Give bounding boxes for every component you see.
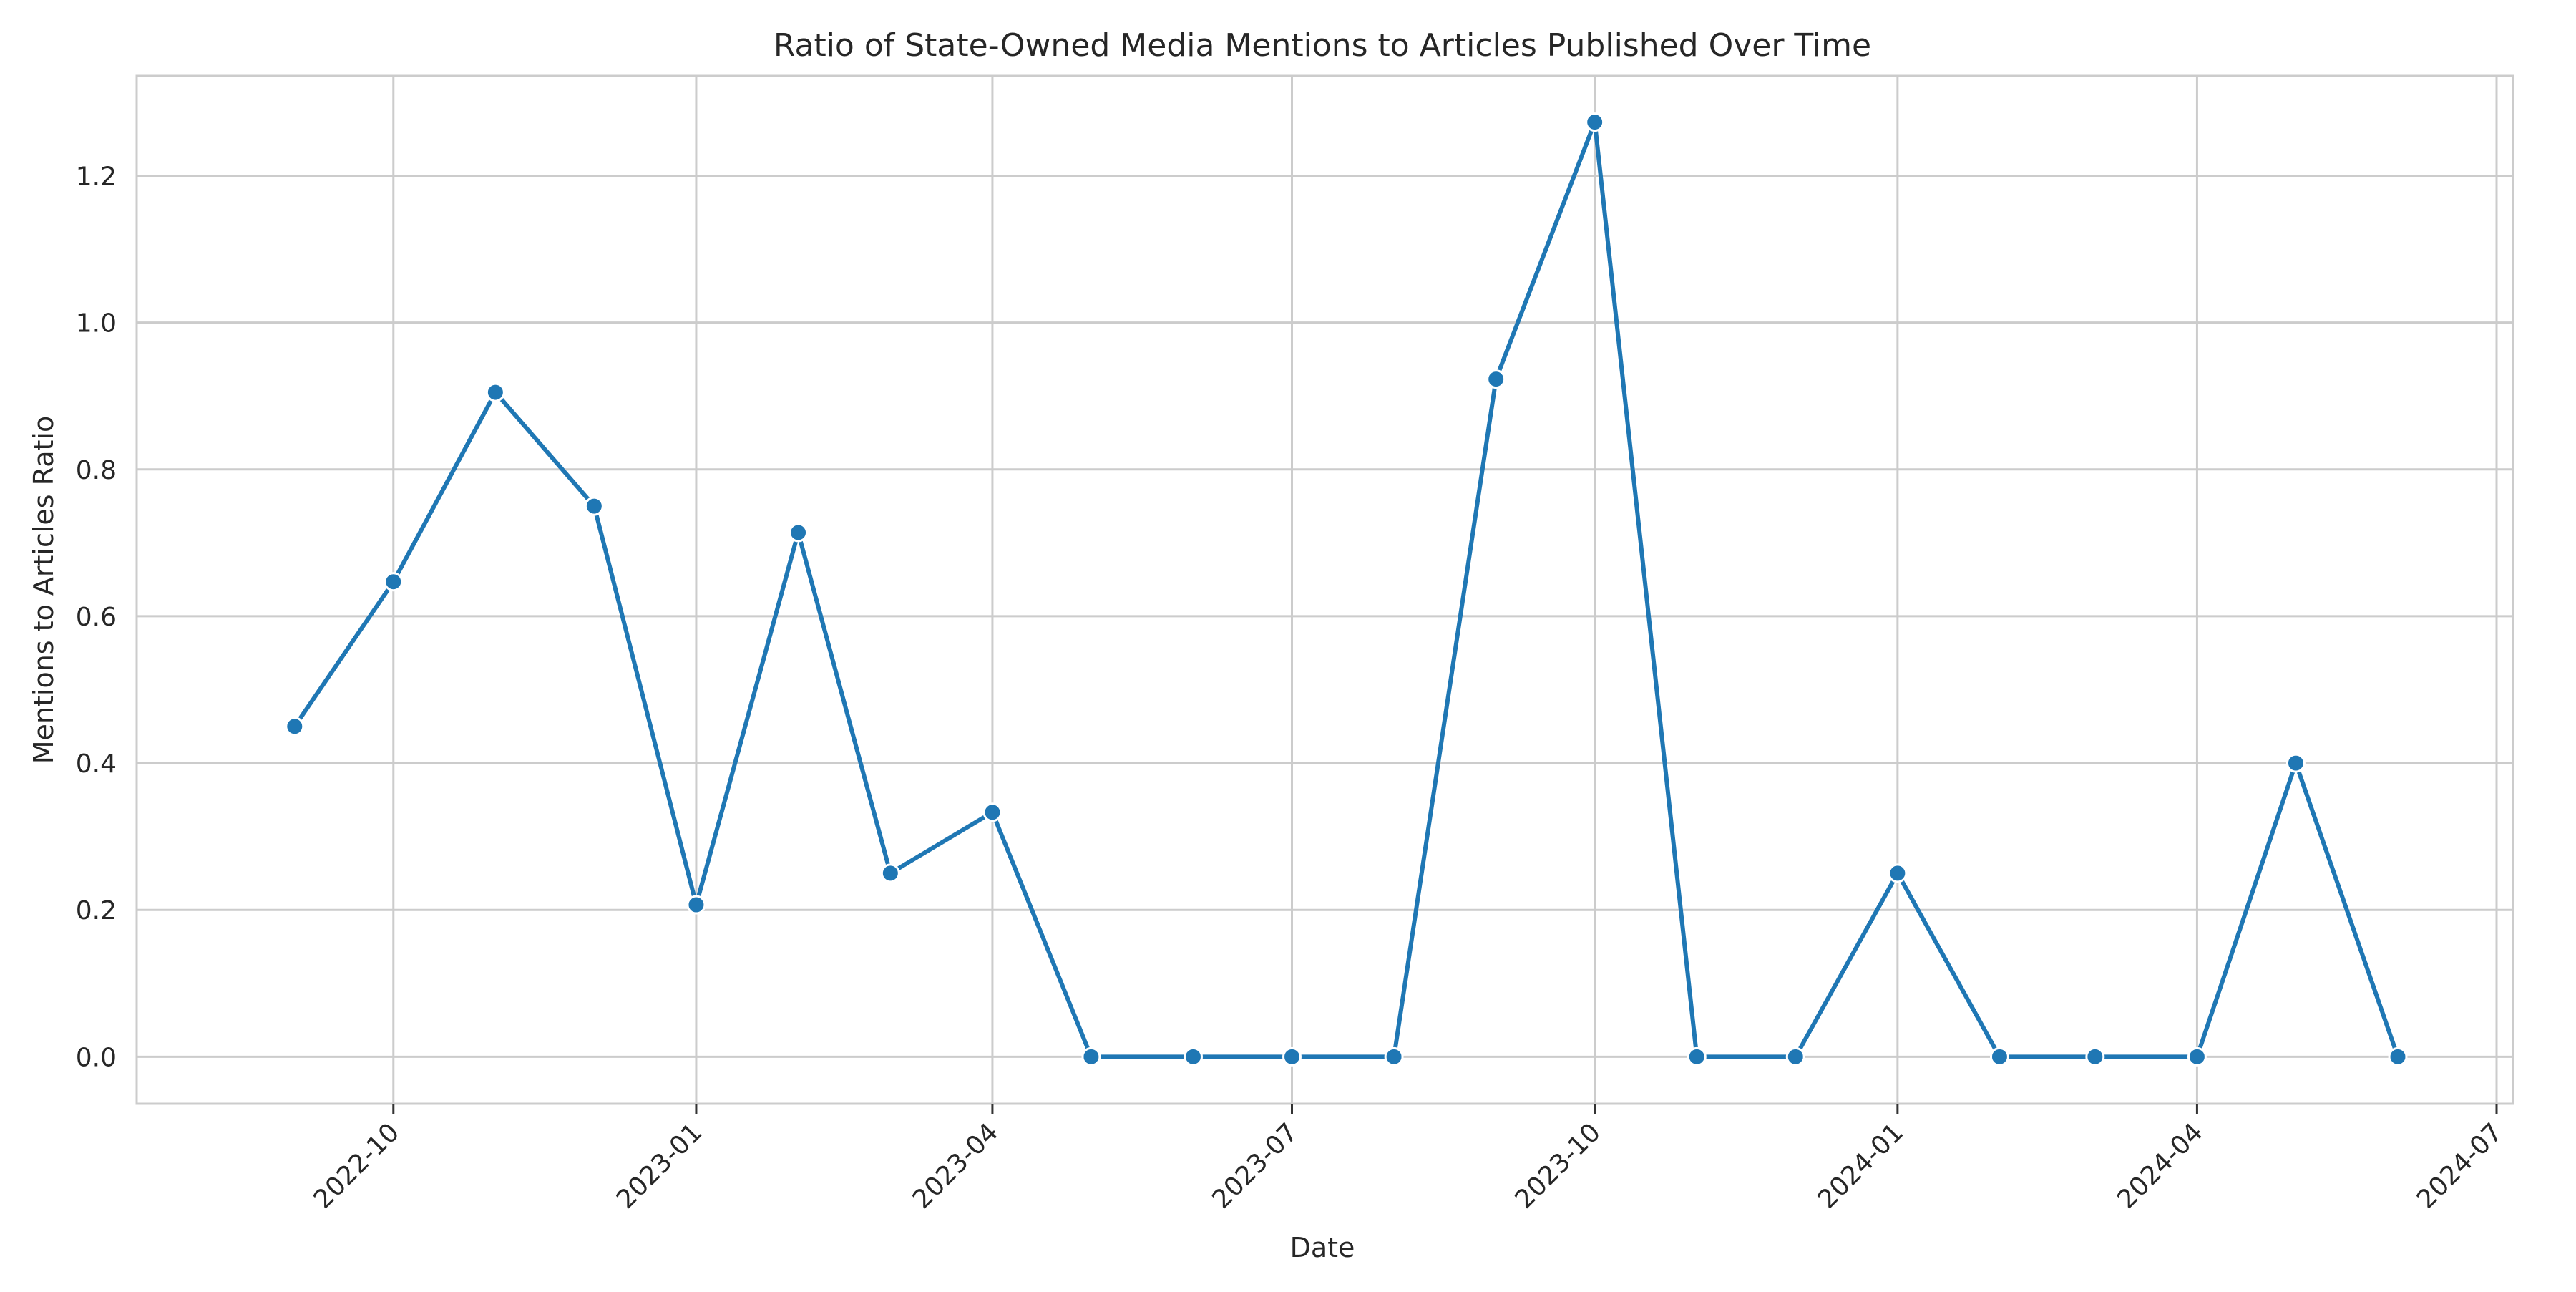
data-point [584, 496, 604, 516]
data-point [1384, 1046, 1404, 1067]
series-line [293, 120, 2400, 1059]
data-point [285, 717, 305, 737]
data-point [384, 572, 404, 592]
y-tick-label: 0.2 [76, 896, 117, 926]
data-point [686, 895, 706, 915]
y-tick-label: 0.0 [76, 1043, 117, 1072]
data-point [1585, 112, 1605, 132]
data-point [1785, 1046, 1805, 1067]
series-points-layer [285, 112, 2408, 1067]
y-axis-label: Mentions to Articles Ratio [28, 416, 59, 764]
plot-frame [135, 74, 2514, 1105]
data-point [789, 523, 809, 543]
y-axis-ticks: 0.0 0.2 0.4 0.6 0.8 1.0 1.2 [76, 162, 117, 1072]
y-tick-label: 0.4 [76, 749, 117, 779]
data-point [1888, 863, 1908, 883]
data-point [1184, 1046, 1204, 1067]
data-point [2388, 1046, 2408, 1067]
data-point [1081, 1046, 1101, 1067]
data-point [485, 382, 505, 402]
data-point [1282, 1046, 1302, 1067]
data-point [1687, 1046, 1707, 1067]
y-tick-label: 0.8 [76, 456, 117, 485]
data-point [2085, 1046, 2105, 1067]
x-axis-label: Date [1290, 1232, 1355, 1263]
data-point [880, 863, 900, 883]
data-point [1989, 1046, 2009, 1067]
data-point [2285, 753, 2306, 773]
grid [137, 76, 2513, 1104]
y-tick-label: 1.2 [76, 162, 117, 191]
data-point [982, 802, 1002, 822]
chart-title: Ratio of State-Owned Media Mentions to A… [774, 27, 1871, 64]
series-line-layer [293, 120, 2400, 1059]
data-point [1486, 369, 1506, 389]
y-tick-label: 0.6 [76, 603, 117, 632]
y-tick-label: 1.0 [76, 309, 117, 339]
data-point [2187, 1046, 2207, 1067]
